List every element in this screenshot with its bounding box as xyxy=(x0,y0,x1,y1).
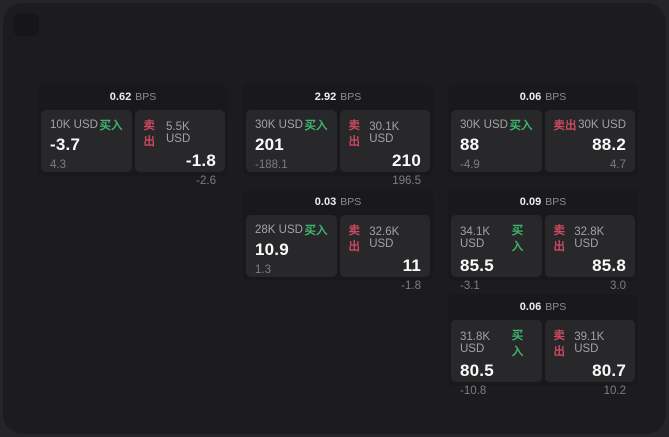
bps-value: 0.06 xyxy=(519,301,542,313)
buy-tile[interactable]: 31.8K USD 买入 80.5 -10.8 xyxy=(451,320,542,397)
buy-price: 80.5 xyxy=(460,361,494,380)
sell-delta: 4.7 xyxy=(610,159,626,171)
sell-label: 卖出 xyxy=(348,120,361,148)
sell-tile[interactable]: 卖出 5.5K USD -1.8 -2.6 xyxy=(134,110,225,187)
buy-tile[interactable]: 30K USD 买入 201 -188.1 xyxy=(246,110,337,172)
quote-card: 0.06 BPS 30K USD 买入 88 -4.9 卖出 30K USD xyxy=(448,84,638,176)
quote-body: 34.1K USD 买入 85.5 -3.1 卖出 32.8K USD 85.8… xyxy=(451,215,635,292)
main-panel: 0.62 BPS 10K USD 买入 -3.7 4.3 卖出 5.5K USD xyxy=(3,3,666,434)
buy-price: 85.5 xyxy=(460,256,494,275)
corner-tile-icon xyxy=(13,13,39,36)
bps-header: 0.03 BPS xyxy=(243,189,433,215)
quote-card: 0.06 BPS 31.8K USD 买入 80.5 -10.8 卖出 39.1… xyxy=(448,294,638,397)
bps-unit-label: BPS xyxy=(545,196,567,208)
sell-delta: 3.0 xyxy=(610,280,626,292)
sell-label: 卖出 xyxy=(553,330,566,358)
buy-tile[interactable]: 34.1K USD 买入 85.5 -3.1 xyxy=(451,215,542,292)
buy-delta: -188.1 xyxy=(255,159,288,171)
quote-card: 0.03 BPS 28K USD 买入 10.9 1.3 卖出 32.6K US… xyxy=(243,189,433,292)
sell-price: -1.8 xyxy=(185,151,216,170)
buy-delta: -4.9 xyxy=(460,159,480,171)
buy-label: 买入 xyxy=(304,120,328,132)
sell-size: 5.5K USD xyxy=(165,121,191,145)
bps-value: 0.06 xyxy=(519,91,542,103)
bps-header: 2.92 BPS xyxy=(243,84,433,110)
bps-unit-label: BPS xyxy=(545,301,567,313)
buy-size: 34.1K USD xyxy=(460,226,491,250)
buy-label: 买入 xyxy=(511,330,524,358)
buy-label: 买入 xyxy=(511,225,524,253)
sell-label: 卖出 xyxy=(143,120,156,148)
sell-delta: 196.5 xyxy=(392,175,421,187)
bps-value: 0.62 xyxy=(109,91,132,103)
bps-header: 0.06 BPS xyxy=(448,294,638,320)
sell-label: 卖出 xyxy=(348,225,361,253)
buy-label: 买入 xyxy=(509,120,533,132)
sell-tile[interactable]: 卖出 32.8K USD 85.8 3.0 xyxy=(544,215,635,292)
sell-tile[interactable]: 卖出 30.1K USD 210 196.5 xyxy=(339,110,430,187)
sell-size: 39.1K USD xyxy=(574,331,605,355)
bps-header: 0.62 BPS xyxy=(38,84,228,110)
sell-delta: -1.8 xyxy=(401,280,421,292)
sell-label: 卖出 xyxy=(553,120,577,132)
sell-size: 30K USD xyxy=(578,119,626,131)
sell-size: 30.1K USD xyxy=(369,121,400,145)
quote-body: 31.8K USD 买入 80.5 -10.8 卖出 39.1K USD 80.… xyxy=(451,320,635,397)
quote-card: 0.62 BPS 10K USD 买入 -3.7 4.3 卖出 5.5K USD xyxy=(38,84,228,187)
sell-label: 卖出 xyxy=(553,225,566,253)
buy-price: 88 xyxy=(460,135,480,154)
quote-body: 30K USD 买入 201 -188.1 卖出 30.1K USD 210 1… xyxy=(246,110,430,187)
sell-tile[interactable]: 卖出 30K USD 88.2 4.7 xyxy=(544,110,635,172)
sell-delta: -2.6 xyxy=(196,175,216,187)
sell-tile[interactable]: 卖出 32.6K USD 11 -1.8 xyxy=(339,215,430,292)
quote-body: 10K USD 买入 -3.7 4.3 卖出 5.5K USD -1.8 -2.… xyxy=(41,110,225,187)
buy-price: -3.7 xyxy=(50,135,81,154)
bps-value: 0.03 xyxy=(314,196,337,208)
quote-body: 28K USD 买入 10.9 1.3 卖出 32.6K USD 11 -1.8 xyxy=(246,215,430,292)
buy-tile[interactable]: 10K USD 买入 -3.7 4.3 xyxy=(41,110,132,172)
sell-price: 85.8 xyxy=(592,256,626,275)
quote-card: 2.92 BPS 30K USD 买入 201 -188.1 卖出 30.1K … xyxy=(243,84,433,187)
sell-price: 80.7 xyxy=(592,361,626,380)
buy-tile[interactable]: 30K USD 买入 88 -4.9 xyxy=(451,110,542,172)
sell-price: 210 xyxy=(392,151,421,170)
bps-value: 2.92 xyxy=(314,91,337,103)
buy-label: 买入 xyxy=(304,225,328,237)
bps-unit-label: BPS xyxy=(135,91,157,103)
buy-delta: 1.3 xyxy=(255,264,271,276)
sell-size: 32.6K USD xyxy=(369,226,400,250)
sell-delta: 10.2 xyxy=(603,385,626,397)
buy-size: 30K USD xyxy=(255,119,303,131)
buy-size: 30K USD xyxy=(460,119,508,131)
buy-size: 28K USD xyxy=(255,224,303,236)
buy-label: 买入 xyxy=(99,120,123,132)
buy-size: 31.8K USD xyxy=(460,331,491,355)
sell-price: 88.2 xyxy=(592,135,626,154)
buy-price: 201 xyxy=(255,135,284,154)
quote-body: 30K USD 买入 88 -4.9 卖出 30K USD 88.2 4.7 xyxy=(451,110,635,172)
buy-price: 10.9 xyxy=(255,240,289,259)
bps-unit-label: BPS xyxy=(340,196,362,208)
sell-tile[interactable]: 卖出 39.1K USD 80.7 10.2 xyxy=(544,320,635,397)
buy-delta: -10.8 xyxy=(460,385,487,397)
bps-unit-label: BPS xyxy=(545,91,567,103)
bps-header: 0.09 BPS xyxy=(448,189,638,215)
bps-header: 0.06 BPS xyxy=(448,84,638,110)
buy-tile[interactable]: 28K USD 买入 10.9 1.3 xyxy=(246,215,337,277)
buy-delta: -3.1 xyxy=(460,280,480,292)
bps-unit-label: BPS xyxy=(340,91,362,103)
sell-size: 32.8K USD xyxy=(574,226,605,250)
buy-size: 10K USD xyxy=(50,119,98,131)
bps-value: 0.09 xyxy=(519,196,542,208)
quote-card: 0.09 BPS 34.1K USD 买入 85.5 -3.1 卖出 32.8K… xyxy=(448,189,638,292)
sell-price: 11 xyxy=(402,256,421,275)
buy-delta: 4.3 xyxy=(50,159,66,171)
